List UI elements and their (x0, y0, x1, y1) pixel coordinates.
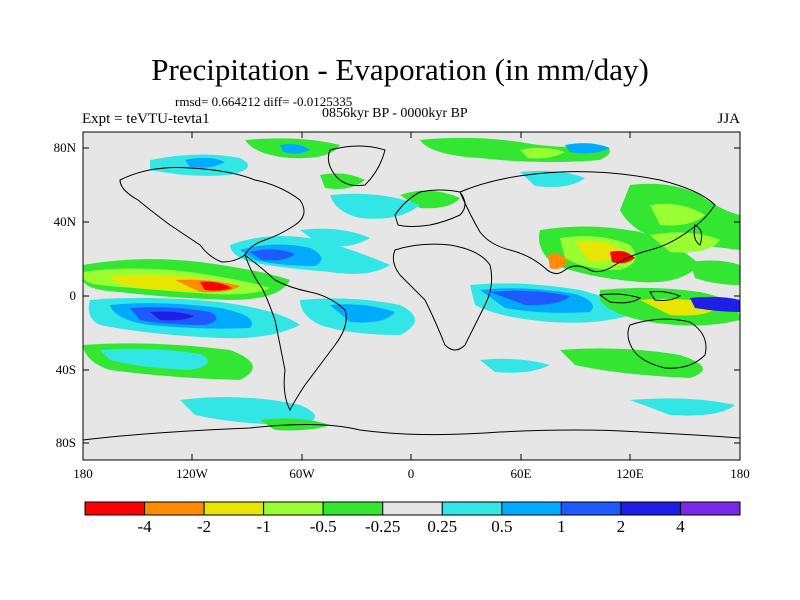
rmsd-diff-stats: rmsd= 0.664212 diff= -0.0125335 (175, 94, 353, 109)
colorbar-swatch (144, 501, 205, 516)
colorbar-swatch (84, 501, 146, 516)
colorbar-swatch (382, 501, 443, 516)
lon-tick-label: 180 (73, 466, 93, 481)
colorbar-swatch (679, 501, 741, 516)
season-label: JJA (717, 111, 740, 127)
lat-tick-label: 80N (53, 140, 76, 155)
plot-title: Precipitation - Evaporation (in mm/day) (151, 52, 649, 87)
colorbar-label: 0.5 (491, 517, 513, 536)
colorbar-swatch (322, 501, 384, 516)
colorbar-swatch (203, 501, 265, 516)
colorbar-swatch (620, 501, 681, 516)
colorbar-label: -2 (196, 517, 212, 536)
colorbar-label: 2 (616, 517, 626, 536)
lat-tick-label: 40N (53, 214, 76, 229)
contour-fill-layer (83, 137, 740, 431)
colorbar-label: 0.25 (427, 517, 458, 536)
lon-tick-label: 120W (176, 466, 208, 481)
lat-tick-label: 40S (55, 362, 76, 377)
colorbar-label: 1 (557, 517, 566, 536)
lon-tick-label: 60E (510, 466, 532, 481)
lon-tick-label: 120E (616, 466, 644, 481)
colorbar-label: -0.5 (309, 517, 337, 536)
colorbar-swatch (263, 501, 324, 516)
colorbar-label: -1 (256, 517, 271, 536)
experiment-label: Expt = teVTU-tevta1 (82, 111, 210, 127)
lon-tick-label: 0 (407, 466, 415, 481)
colorbar (84, 501, 741, 516)
colorbar-swatch (560, 501, 622, 516)
time-period-label: 0856kyr BP - 0000kyr BP (322, 106, 468, 121)
coastlines (83, 145, 740, 441)
colorbar-swatch (501, 501, 562, 516)
axis-ticks (83, 132, 740, 460)
colorbar-label: 4 (676, 517, 685, 536)
lon-tick-label: 180 (730, 466, 750, 481)
lat-tick-label: 80S (55, 435, 76, 450)
lat-tick-label: 0 (69, 288, 77, 303)
colorbar-swatch (441, 501, 503, 516)
colorbar-label: -0.25 (365, 517, 401, 536)
colorbar-label: -4 (137, 517, 152, 536)
lon-tick-label: 60W (289, 466, 315, 481)
